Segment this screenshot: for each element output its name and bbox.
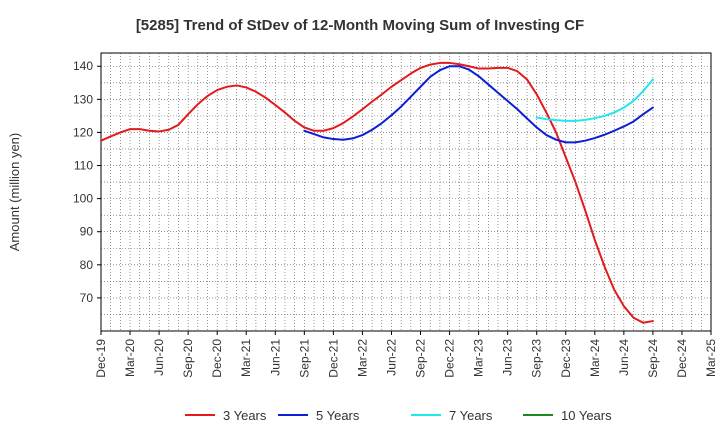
x-tick-label: Jun-24	[617, 339, 631, 376]
series-line-5-years	[303, 65, 654, 144]
x-tick-label: Mar-25	[704, 339, 718, 377]
plot-area-frame	[100, 52, 712, 332]
x-axis: Dec-19 Mar-20 Jun-20 Sep-20 Dec-20 Mar-21 Jun-…	[94, 331, 718, 378]
x-tick-label: Dec-19	[94, 339, 108, 378]
series-line-7-years	[535, 78, 654, 122]
x-tick-label: Sep-20	[181, 339, 195, 378]
x-tick-label: Sep-24	[646, 339, 660, 378]
y-tick-label: 70	[80, 291, 94, 305]
x-tick-label: Dec-23	[559, 339, 573, 378]
x-tick-label: Mar-20	[123, 339, 137, 377]
legend-label: 5 Years	[316, 408, 360, 423]
y-tick-label: 110	[74, 159, 93, 173]
y-tick-label: 100	[73, 192, 93, 206]
series-group	[100, 61, 654, 324]
x-tick-label: Sep-23	[530, 339, 544, 378]
grid-lines	[101, 53, 711, 331]
x-tick-label: Mar-23	[472, 339, 486, 377]
x-tick-label: Jun-22	[384, 339, 398, 376]
series-line-3-years	[100, 61, 654, 324]
x-tick-label: Jun-20	[152, 339, 166, 376]
x-tick-label: Dec-21	[326, 339, 340, 378]
x-tick-label: Sep-21	[297, 339, 311, 378]
legend-label: 3 Years	[223, 408, 267, 423]
x-tick-label: Mar-24	[588, 339, 602, 377]
x-tick-label: Dec-22	[443, 339, 457, 378]
legend: 3 Years 5 Years 7 Years 10 Years	[185, 408, 612, 423]
y-tick-label: 130	[73, 92, 93, 106]
y-tick-label: 90	[80, 225, 94, 239]
x-tick-label: Dec-20	[210, 339, 224, 378]
x-tick-label: Jun-23	[501, 339, 515, 376]
chart-title: [5285] Trend of StDev of 12-Month Moving…	[136, 17, 584, 34]
y-tick-label: 120	[73, 125, 93, 139]
y-axis: 70 80 90 100 110 120 130 140	[73, 59, 101, 305]
x-tick-label: Mar-22	[355, 339, 369, 377]
legend-label: 10 Years	[561, 408, 612, 423]
x-tick-label: Mar-21	[239, 339, 253, 377]
x-tick-label: Jun-21	[268, 339, 282, 376]
x-tick-label: Sep-22	[414, 339, 428, 378]
y-tick-label: 140	[73, 59, 93, 73]
x-tick-label: Dec-24	[675, 339, 689, 378]
y-tick-label: 80	[80, 258, 94, 272]
legend-label: 7 Years	[449, 408, 493, 423]
y-axis-label: Amount (million yen)	[7, 133, 22, 252]
